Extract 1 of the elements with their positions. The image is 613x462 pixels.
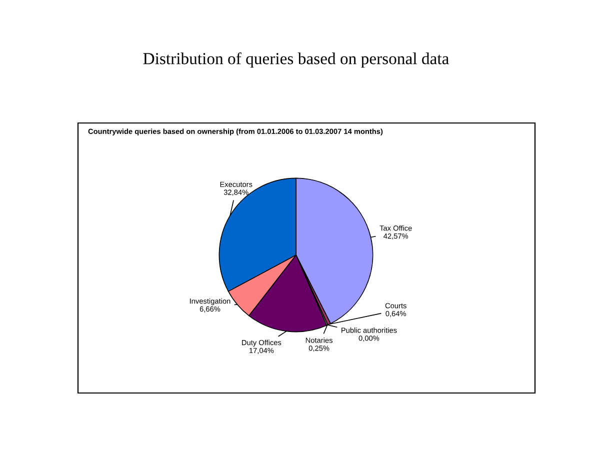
chart-title: Distribution of queries based on personal data	[143, 52, 449, 68]
